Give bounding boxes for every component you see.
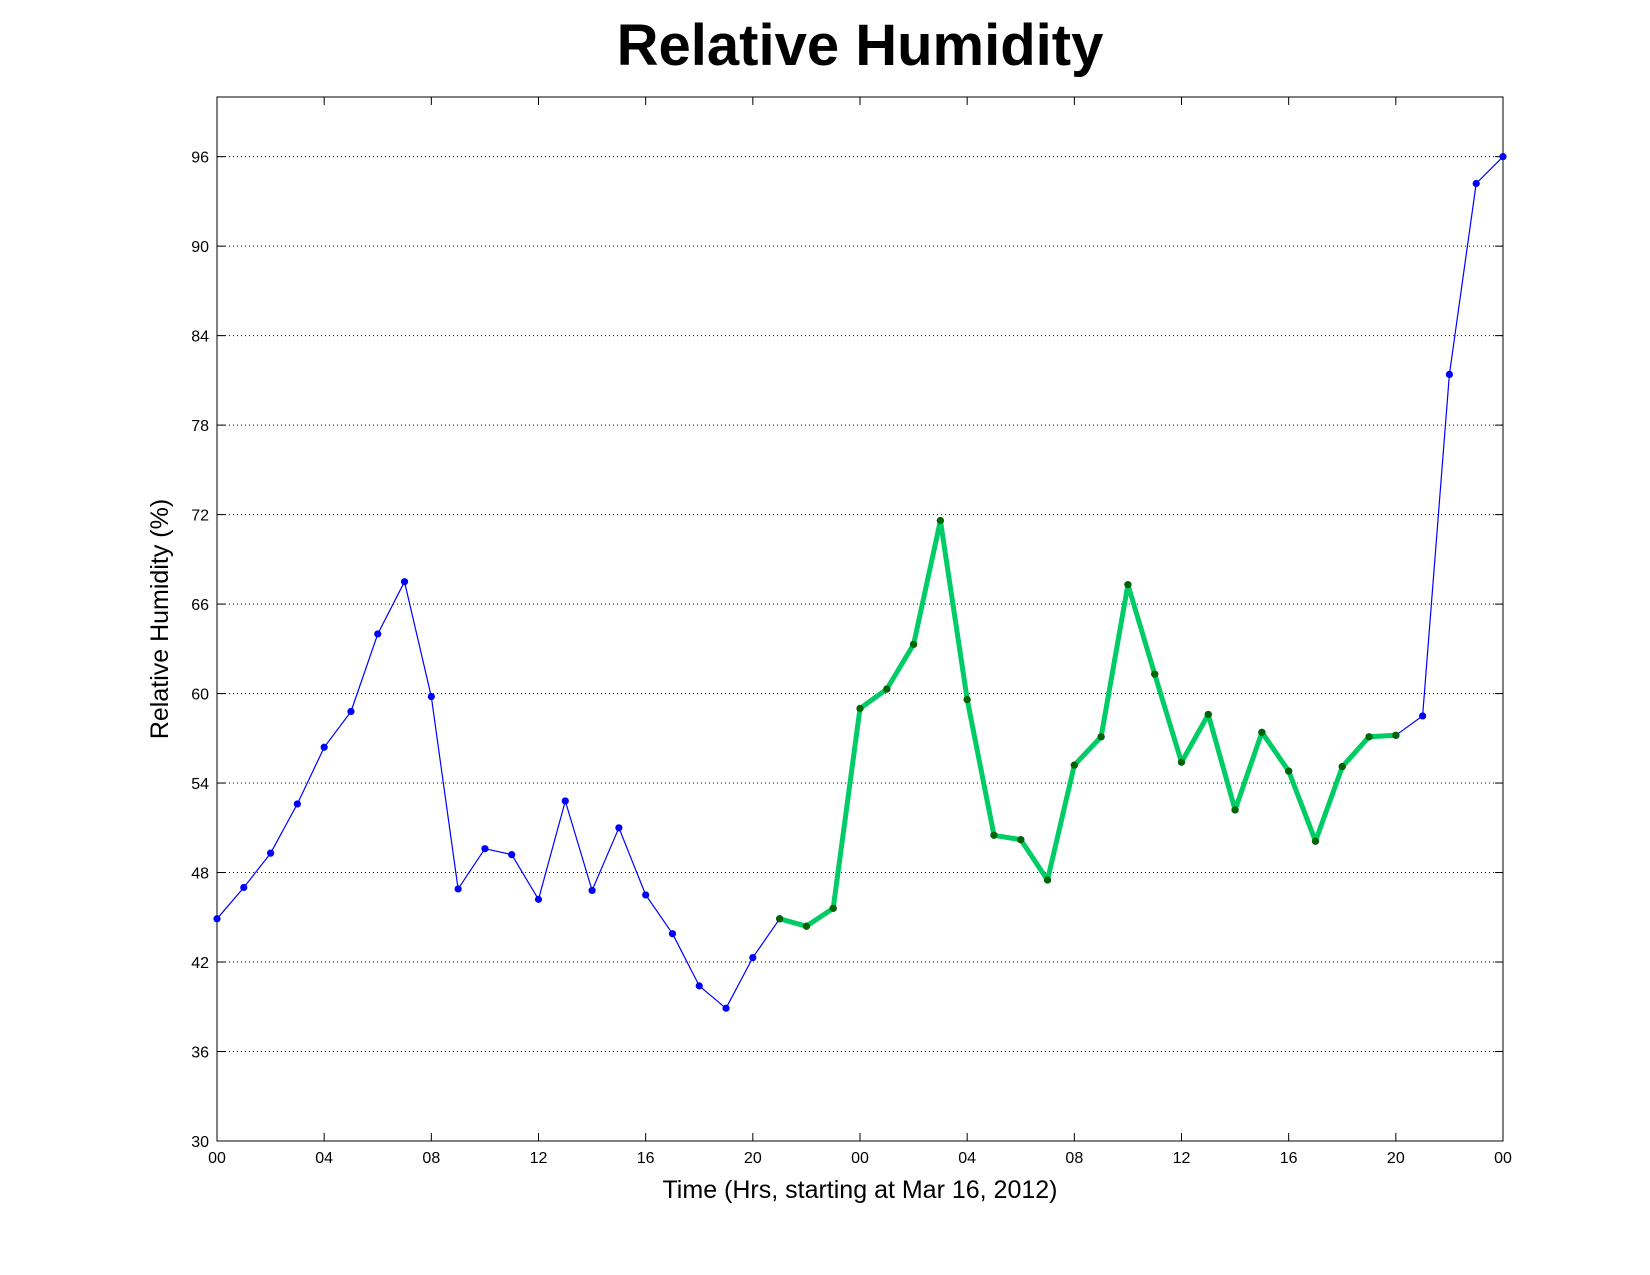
data-point (615, 824, 623, 832)
y-tick-label: 54 (191, 776, 209, 793)
x-tick-label: 12 (530, 1150, 548, 1167)
data-point (1499, 153, 1507, 161)
data-point (1365, 733, 1373, 741)
x-tick-label: 00 (208, 1150, 226, 1167)
x-tick-label: 04 (958, 1150, 976, 1167)
data-point (266, 849, 275, 857)
data-point (1097, 733, 1105, 741)
data-point (1258, 728, 1266, 736)
data-point (856, 704, 864, 713)
x-tick-label: 08 (422, 1150, 440, 1167)
data-point (909, 640, 918, 648)
x-tick-label: 16 (1280, 1150, 1298, 1167)
data-point (374, 630, 382, 638)
data-point (240, 883, 248, 892)
data-point (561, 797, 569, 805)
data-point (508, 851, 516, 859)
data-point (883, 685, 891, 693)
data-point (936, 516, 944, 525)
data-point (1285, 767, 1293, 775)
data-point (1204, 710, 1212, 719)
data-point (802, 922, 811, 930)
series-layer (213, 153, 1507, 1012)
data-point (1445, 370, 1454, 379)
data-point (427, 692, 435, 701)
x-tick-label: 12 (1173, 1150, 1191, 1167)
data-point (1043, 876, 1052, 884)
y-tick-label: 30 (191, 1134, 209, 1151)
data-point (1392, 731, 1400, 739)
data-point (668, 930, 677, 938)
data-point (1017, 836, 1025, 844)
chart-title: Relative Humidity (616, 13, 1104, 78)
data-point (642, 891, 650, 899)
y-tick-label: 60 (191, 687, 209, 704)
plot-area (216, 96, 1504, 1142)
axis-ticks: 30 36 42 48 54 60 66 72 78 84 90 96 00 04 08 12 16 20 00 04… (191, 97, 1512, 1167)
series-line-green (778, 518, 1396, 929)
data-point (534, 895, 543, 903)
x-tick-label: 00 (1494, 1150, 1512, 1167)
data-point (400, 578, 409, 586)
x-tick-label: 16 (637, 1150, 655, 1167)
data-point (1472, 179, 1480, 188)
x-tick-label: 00 (851, 1150, 869, 1167)
y-tick-label: 90 (191, 239, 209, 256)
data-point (1177, 758, 1186, 766)
x-tick-label: 20 (744, 1150, 762, 1167)
data-point (481, 845, 489, 853)
y-tick-label: 78 (191, 418, 209, 435)
y-tick-label: 66 (191, 597, 209, 614)
data-point (990, 831, 998, 839)
data-point (1124, 581, 1132, 589)
data-point (695, 982, 703, 990)
y-tick-label: 42 (191, 955, 209, 972)
x-axis-label: Time (Hrs, starting at Mar 16, 2012) (662, 1176, 1057, 1204)
data-point (1231, 806, 1239, 814)
data-point (454, 885, 462, 893)
data-point (320, 743, 328, 751)
data-point (963, 695, 971, 704)
x-tick-label: 08 (1065, 1150, 1083, 1167)
data-point (588, 886, 596, 895)
data-point (1070, 761, 1078, 769)
data-point (829, 904, 837, 912)
y-tick-label: 48 (191, 866, 209, 883)
data-point (213, 915, 221, 923)
data-point (1311, 837, 1320, 845)
series-line-blue (216, 156, 1504, 1009)
y-tick-label: 96 (191, 150, 209, 167)
y-tick-label: 72 (191, 508, 209, 525)
data-point (1338, 763, 1346, 771)
data-point (776, 915, 784, 923)
data-point (293, 800, 301, 808)
x-tick-label: 04 (315, 1150, 333, 1167)
y-axis-label: Relative Humidity (%) (146, 499, 174, 739)
data-point (1151, 670, 1159, 678)
data-point (347, 707, 355, 716)
y-tick-label: 36 (191, 1045, 209, 1062)
data-point (1419, 712, 1427, 720)
data-point (749, 953, 757, 962)
data-point (722, 1004, 730, 1012)
x-tick-label: 20 (1387, 1150, 1405, 1167)
y-tick-label: 84 (191, 329, 209, 346)
